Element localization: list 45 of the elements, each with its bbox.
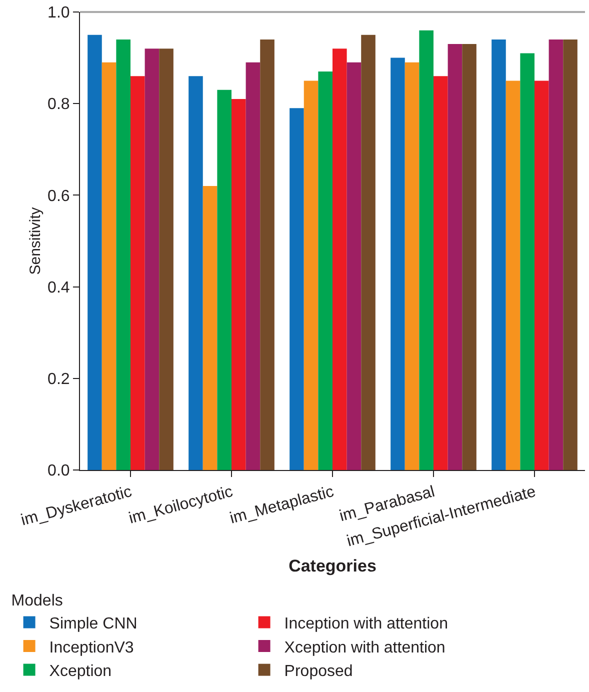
legend-label: Proposed [284, 663, 353, 680]
bar [361, 34, 376, 470]
legend-title: Models [11, 592, 63, 610]
y-tick-label: 0.8 [48, 96, 70, 114]
bar [434, 76, 448, 470]
legend-label: InceptionV3 [49, 639, 134, 656]
y-tick-label: 0.0 [48, 462, 70, 480]
bar [260, 39, 274, 470]
bar [419, 30, 434, 470]
bar [520, 53, 534, 470]
bar [246, 62, 260, 470]
bar [548, 39, 564, 470]
bar [318, 72, 332, 470]
legend-label: Xception [49, 663, 112, 680]
bar [304, 80, 318, 470]
bar [116, 39, 130, 470]
bar [232, 99, 246, 470]
bar [462, 44, 476, 470]
bar [102, 62, 116, 470]
y-tick-label: 1.0 [48, 4, 70, 22]
bar [448, 44, 462, 470]
bar [159, 48, 174, 470]
y-tick-label: 0.6 [48, 188, 70, 205]
bar [290, 108, 304, 470]
y-axis-title: Sensitivity [27, 206, 44, 275]
legend-label: Inception with attention [284, 615, 448, 632]
bar [88, 34, 102, 470]
bar [346, 62, 362, 470]
bar [332, 48, 347, 470]
legend-label: Simple CNN [49, 615, 138, 632]
bar [404, 62, 420, 470]
bar [188, 76, 203, 470]
bar [390, 58, 405, 470]
bar [506, 80, 520, 470]
bar [534, 80, 549, 470]
bar [563, 39, 578, 470]
bar [492, 39, 506, 470]
y-tick-label: 0.4 [48, 279, 70, 296]
bar [144, 48, 160, 470]
bar [130, 76, 145, 470]
y-tick-label: 0.2 [48, 371, 70, 388]
bar [202, 186, 218, 470]
x-axis-title: Categories [288, 556, 376, 576]
legend-label: Xception with attention [284, 639, 446, 656]
bar [217, 90, 232, 470]
